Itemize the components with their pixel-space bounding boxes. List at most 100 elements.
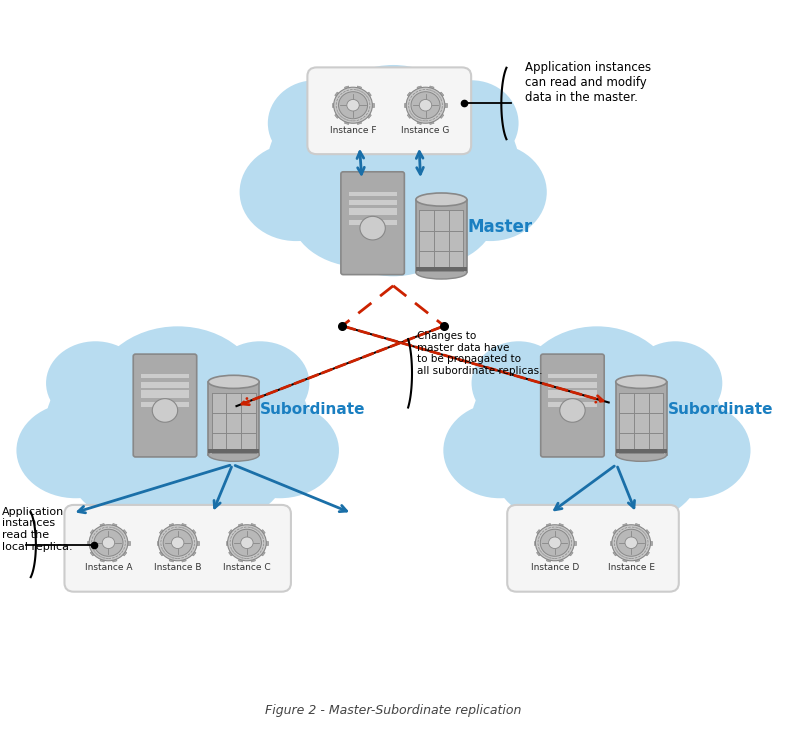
- Bar: [548, 402, 597, 408]
- Circle shape: [334, 87, 372, 123]
- Bar: [141, 402, 189, 408]
- Bar: [619, 413, 634, 433]
- Circle shape: [347, 100, 360, 111]
- Bar: [568, 530, 573, 535]
- Text: Figure 2 - Master-Subordinate replication: Figure 2 - Master-Subordinate replicatio…: [265, 704, 522, 717]
- Bar: [141, 382, 189, 386]
- Bar: [547, 558, 551, 562]
- Ellipse shape: [494, 416, 638, 523]
- Text: Instance C: Instance C: [223, 563, 271, 572]
- Circle shape: [163, 529, 193, 556]
- Bar: [191, 530, 196, 535]
- Circle shape: [406, 87, 445, 123]
- Bar: [121, 550, 127, 556]
- Bar: [419, 211, 434, 231]
- Bar: [548, 382, 597, 386]
- Text: Instance B: Instance B: [154, 563, 201, 572]
- Bar: [169, 523, 174, 528]
- Circle shape: [233, 529, 261, 556]
- Ellipse shape: [328, 179, 459, 276]
- Bar: [169, 558, 174, 562]
- Ellipse shape: [240, 143, 352, 241]
- Ellipse shape: [135, 416, 286, 523]
- Bar: [548, 390, 597, 394]
- Bar: [568, 550, 573, 556]
- Circle shape: [540, 529, 570, 556]
- Ellipse shape: [109, 437, 247, 533]
- Bar: [644, 530, 650, 535]
- Bar: [332, 103, 336, 107]
- Bar: [416, 200, 467, 272]
- Bar: [238, 523, 244, 528]
- Bar: [141, 382, 189, 388]
- Ellipse shape: [471, 364, 603, 477]
- Text: Instance G: Instance G: [401, 126, 450, 135]
- FancyBboxPatch shape: [541, 354, 604, 457]
- Bar: [209, 449, 259, 453]
- Bar: [348, 192, 397, 195]
- Bar: [622, 523, 628, 528]
- Circle shape: [158, 525, 197, 561]
- Bar: [348, 200, 397, 203]
- Bar: [429, 120, 434, 124]
- Ellipse shape: [290, 157, 434, 267]
- Bar: [209, 382, 259, 455]
- Ellipse shape: [268, 103, 400, 220]
- Bar: [260, 550, 265, 556]
- FancyBboxPatch shape: [133, 354, 197, 457]
- Ellipse shape: [171, 364, 309, 477]
- Ellipse shape: [209, 376, 259, 389]
- Text: Instance D: Instance D: [531, 563, 579, 572]
- FancyBboxPatch shape: [308, 67, 471, 154]
- Bar: [622, 558, 628, 562]
- Bar: [241, 393, 256, 413]
- Ellipse shape: [387, 103, 519, 220]
- Bar: [226, 541, 229, 545]
- Bar: [112, 523, 117, 528]
- Ellipse shape: [531, 437, 662, 533]
- Bar: [429, 86, 434, 90]
- Ellipse shape: [211, 341, 309, 425]
- Ellipse shape: [46, 341, 145, 425]
- Ellipse shape: [556, 416, 701, 523]
- Bar: [141, 374, 189, 378]
- Ellipse shape: [424, 81, 519, 166]
- Circle shape: [617, 529, 646, 556]
- Text: Subordinate: Subordinate: [260, 403, 365, 417]
- Ellipse shape: [69, 416, 221, 523]
- Ellipse shape: [92, 326, 263, 470]
- Bar: [619, 393, 634, 413]
- Bar: [649, 413, 663, 433]
- Ellipse shape: [268, 81, 362, 166]
- Bar: [407, 92, 412, 97]
- Bar: [226, 433, 241, 453]
- Bar: [366, 113, 372, 119]
- Bar: [226, 413, 241, 433]
- Bar: [616, 449, 666, 453]
- Bar: [634, 413, 649, 433]
- Ellipse shape: [515, 326, 678, 470]
- Bar: [439, 92, 443, 97]
- Bar: [159, 530, 165, 535]
- Ellipse shape: [471, 341, 566, 425]
- Bar: [348, 208, 397, 212]
- Bar: [634, 558, 640, 562]
- Text: Changes to
master data have
to be propagated to
all subordinate replicas.: Changes to master data have to be propag…: [417, 331, 543, 376]
- Bar: [112, 558, 117, 562]
- FancyBboxPatch shape: [341, 172, 404, 274]
- Bar: [90, 530, 96, 535]
- Circle shape: [153, 399, 177, 422]
- Bar: [443, 103, 447, 107]
- Bar: [226, 393, 241, 413]
- Text: Application
instances
read the
local replica.: Application instances read the local rep…: [2, 507, 73, 551]
- Ellipse shape: [638, 403, 750, 498]
- FancyBboxPatch shape: [65, 505, 291, 591]
- Bar: [335, 92, 340, 97]
- Ellipse shape: [416, 266, 467, 279]
- Bar: [534, 541, 537, 545]
- Bar: [141, 392, 189, 397]
- Bar: [195, 541, 199, 545]
- Bar: [212, 413, 226, 433]
- Bar: [449, 231, 463, 251]
- Bar: [260, 530, 265, 535]
